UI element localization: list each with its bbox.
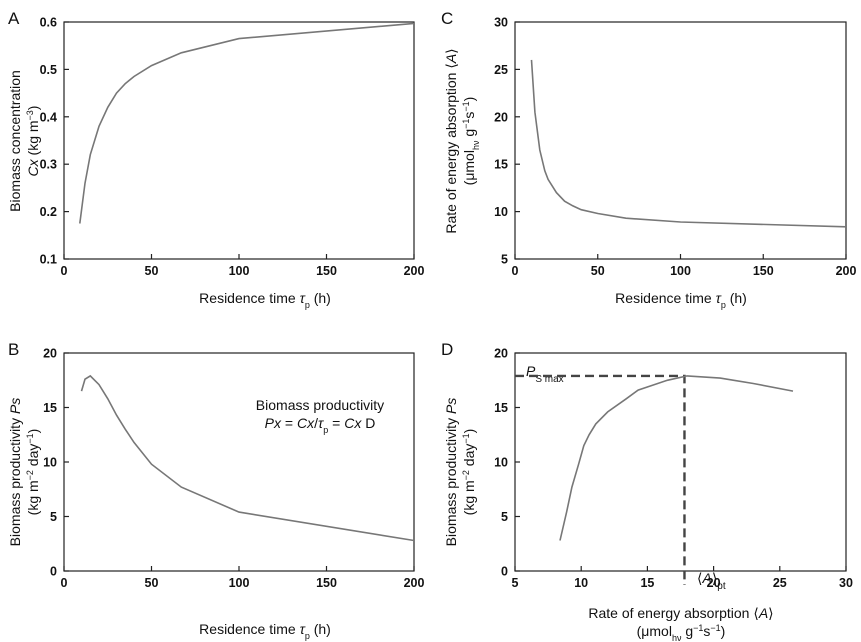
y-axis-label-a-line1: Biomass concentration (7, 70, 23, 212)
y-axis-label-c-line1: Rate of energy absorption ⟨A⟩ (443, 48, 459, 233)
y-axis-label-b-line2: (kg m−2 day−1) (25, 429, 41, 516)
x-tick-label-d-5: 30 (839, 576, 853, 590)
x-tick-label-d-2: 15 (640, 576, 654, 590)
annotation-b-title: Biomass productivity (256, 397, 384, 413)
x-tick-label-b-0: 0 (61, 576, 68, 590)
y-tick-label-b-1: 5 (50, 510, 57, 524)
x-tick-label-c-0: 0 (512, 264, 519, 278)
x-tick-label-c-1: 50 (591, 264, 605, 278)
x-tick-label-b-2: 100 (229, 576, 250, 590)
panel-b: B Biomass productivity Ps (kg m−2 day−1)… (7, 340, 424, 641)
y-tick-label-c-2: 15 (494, 158, 508, 172)
x-tick-label-d-0: 5 (512, 576, 519, 590)
y-axis-label-b-line1: Biomass productivity Ps (7, 398, 23, 547)
x-tick-label-d-1: 10 (574, 576, 588, 590)
panel-letter-d: D (441, 340, 453, 359)
y-tick-label-d-1: 5 (501, 510, 508, 524)
x-tick-label-b-1: 50 (145, 576, 159, 590)
y-tick-label-a-5: 0.6 (40, 16, 57, 30)
x-tick-label-a-3: 150 (316, 264, 337, 278)
x-tick-label-a-4: 200 (404, 264, 425, 278)
x-tick-label-a-2: 100 (229, 264, 250, 278)
y-tick-label-b-2: 10 (43, 456, 57, 470)
x-tick-label-d-3: 20 (707, 576, 721, 590)
y-tick-label-d-2: 10 (494, 456, 508, 470)
panel-c: C Rate of energy absorption ⟨A⟩ (μmolhν … (441, 9, 856, 310)
panel-letter-c: C (441, 9, 453, 28)
annotation-ps-max: PS max (526, 363, 564, 385)
y-tick-label-d-4: 20 (494, 347, 508, 361)
panel-a: A Biomass concentration Cx (kg m−3) Resi… (7, 9, 424, 310)
plot-frame-b (63, 352, 415, 572)
y-tick-label-a-1: 0.2 (40, 205, 57, 219)
panel-letter-a: A (8, 9, 20, 28)
y-tick-label-a-3: 0.4 (40, 110, 57, 124)
x-axis-label-b: Residence time τp (h) (199, 621, 331, 641)
x-tick-label-d-4: 25 (773, 576, 787, 590)
series-line-b-0 (80, 374, 415, 542)
x-tick-label-a-0: 0 (61, 264, 68, 278)
optimum-reference-line (515, 374, 686, 585)
annotation-b-formula: Px = Cx/τp = Cx D (265, 415, 376, 435)
y-tick-label-b-4: 20 (43, 347, 57, 361)
x-tick-label-c-2: 100 (670, 264, 691, 278)
y-tick-label-a-4: 0.5 (40, 63, 57, 77)
x-axis-label-d-line2: (μmolhν g−1s−1) (637, 623, 726, 642)
series-line-a-0 (79, 22, 415, 224)
x-tick-label-c-4: 200 (836, 264, 857, 278)
y-tick-label-d-0: 0 (501, 565, 508, 579)
y-tick-label-c-3: 20 (494, 110, 508, 124)
y-tick-label-a-0: 0.1 (40, 253, 57, 267)
y-tick-label-a-2: 0.3 (40, 158, 57, 172)
y-axis-label-c-line2: (μmolhν g−1s−1) (461, 97, 481, 186)
x-tick-label-c-3: 150 (753, 264, 774, 278)
y-tick-label-c-4: 25 (494, 63, 508, 77)
y-tick-label-c-1: 10 (494, 205, 508, 219)
x-axis-label-d-line1: Rate of energy absorption ⟨A⟩ (588, 605, 773, 621)
panel-d: D Biomass productivity Ps (kg m−2 day−1)… (441, 340, 853, 642)
y-tick-label-c-0: 5 (501, 253, 508, 267)
y-tick-label-c-5: 30 (494, 16, 508, 30)
y-tick-label-b-0: 0 (50, 565, 57, 579)
x-tick-label-b-3: 150 (316, 576, 337, 590)
x-axis-label-c: Residence time τp (h) (615, 290, 747, 310)
y-axis-label-d-line1: Biomass productivity Ps (443, 398, 459, 547)
y-axis-label-d-line2: (kg m−2 day−1) (461, 429, 477, 516)
y-tick-label-d-3: 15 (494, 401, 508, 415)
series-line-c-0 (530, 59, 847, 228)
x-tick-label-a-1: 50 (145, 264, 159, 278)
plot-frame-c (514, 21, 847, 260)
x-axis-label-a: Residence time τp (h) (199, 290, 331, 310)
plot-frame-d (514, 352, 847, 572)
series-line-d-0 (559, 375, 794, 541)
y-axis-label-a-line2: Cx (kg m−3) (25, 106, 41, 177)
x-tick-label-b-4: 200 (404, 576, 425, 590)
panel-letter-b: B (8, 340, 19, 359)
y-tick-label-b-3: 15 (43, 401, 57, 415)
plot-frame-a (63, 21, 415, 260)
